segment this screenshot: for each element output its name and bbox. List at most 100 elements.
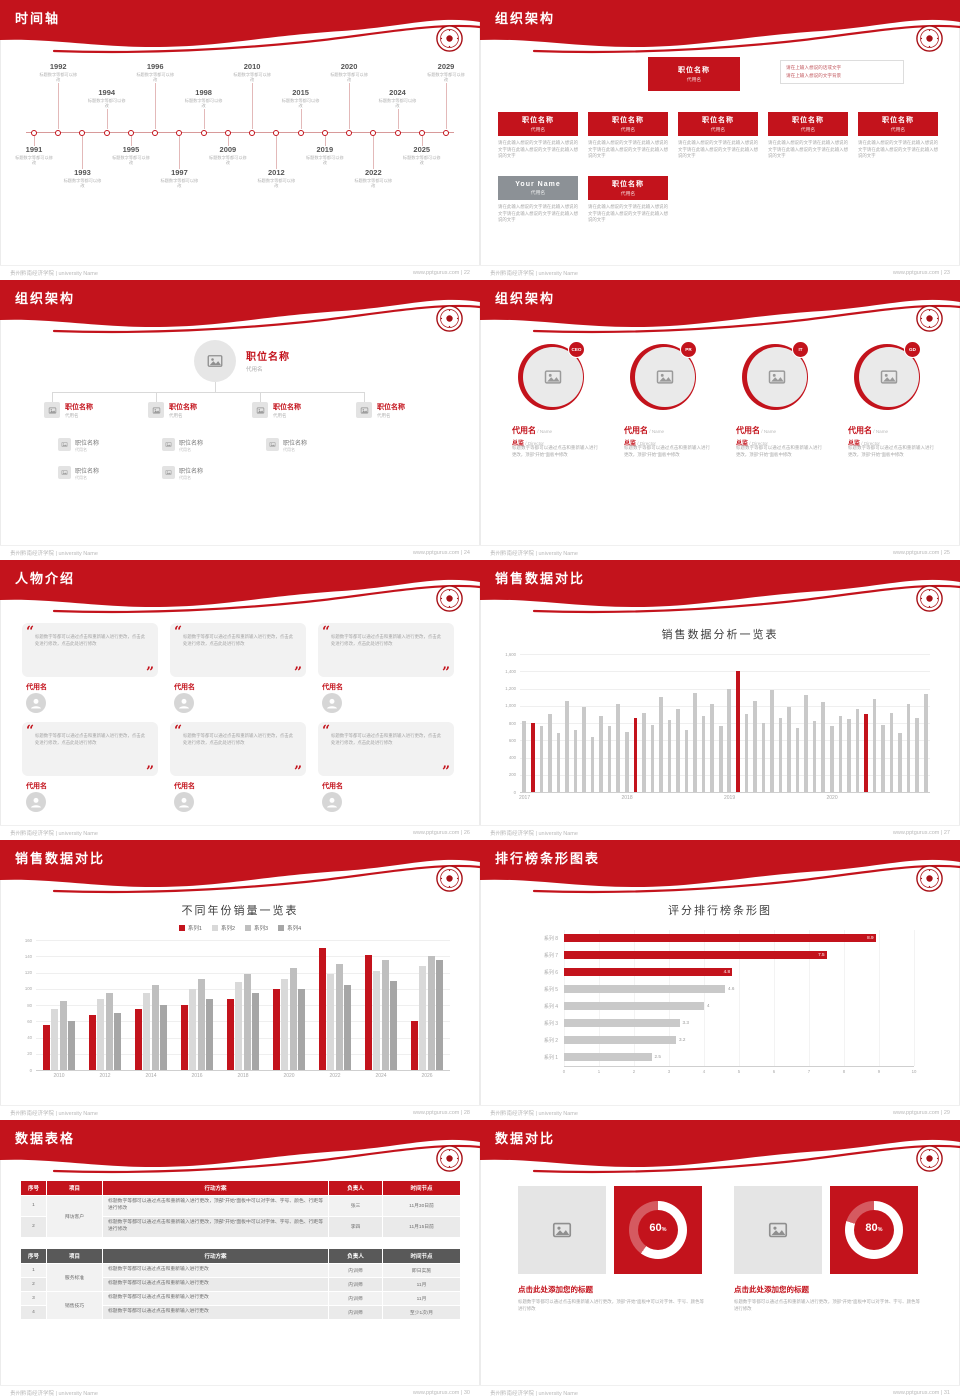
footer-school-name: 贵州黔南经济学院 | university Name — [10, 551, 98, 557]
timeline-note: 标题数字等都可以修改 — [257, 178, 296, 189]
chart-bar — [51, 1009, 59, 1070]
slide-timeline[interactable]: 时间轴 1991 标题数字等都可以修改 1992 标题数字等都可以修改 1993 标题数字… — [0, 0, 480, 280]
chart-bar — [564, 1002, 704, 1010]
org-branch-title: 职位名称 — [273, 404, 301, 411]
timeline-dot — [273, 129, 280, 136]
close-quote-icon: ” — [145, 764, 154, 780]
y-axis-label: 60 — [27, 1018, 32, 1024]
cell-no: 1 — [20, 1263, 47, 1278]
open-quote-icon: “ — [26, 624, 35, 640]
chart-bar — [373, 970, 381, 1070]
timeline-connector — [82, 136, 84, 169]
gridline — [739, 930, 740, 1066]
chart-bar — [590, 736, 595, 792]
org-sub-icon — [162, 466, 175, 479]
profile-badge: CEO — [568, 341, 585, 358]
timeline-entry: 1991 标题数字等都可以修改 — [14, 145, 54, 166]
timeline-connector — [203, 109, 205, 129]
gridline — [36, 1037, 450, 1039]
column-header: 行动方案 — [102, 1248, 329, 1264]
close-quote-icon: ” — [441, 665, 450, 681]
footer-separator: | — [459, 1110, 464, 1116]
gridline — [520, 723, 930, 724]
slide-org-chart-2[interactable]: 组织架构 职位名称 代用名 职位名称 代用名 职位名称 代用名 职位名称 代用名 职位名称 代用名… — [0, 280, 480, 560]
footer-school-name: 贵州黔南经济学院 | university Name — [490, 271, 578, 277]
org-sub-title: 职位名称 — [179, 469, 204, 475]
chart-bar — [812, 721, 817, 792]
org-box-description: 请在此输入想说的文字请在此输入想说的文字请在此输入想说的文字请在此输入想说的文字 — [498, 204, 578, 223]
timeline-connector — [252, 83, 254, 129]
cell-time: 11月 — [382, 1291, 461, 1306]
quote-text: 标题数字等都可以通过点击和重新输入进行更改，点击此处进行修改，点击此处进行修改 — [35, 733, 145, 746]
cell-project: 服务标准 — [46, 1263, 103, 1292]
profile-role-row: 总监 / Director — [848, 432, 880, 450]
slide-org-chart-1[interactable]: 组织架构 职位名称 代用名 请在上输入想说的话或文字 请在上输入想说的文字背景 职位名称… — [480, 0, 960, 280]
cell-plan: 标题数字等都可以通过点击和重新输入进行更改 — [102, 1263, 329, 1278]
org-sub-text: 职位名称 代用名 — [283, 438, 307, 453]
footer-site-page: www.pptgurus.com | 26 — [413, 830, 470, 836]
cell-project: 拜访客户 — [46, 1195, 103, 1238]
y-axis-label: 1,400 — [505, 668, 516, 674]
timeline-note: 标题数字等都可以修改 — [136, 72, 175, 83]
profile-badge: PR — [680, 341, 697, 358]
slide-sales-chart[interactable]: 销售数据对比 销售数据分析一览表 0 200 400 600 800 1,000 1,200 1… — [480, 560, 960, 840]
timeline-entry: 1998 标题数字等都可以修改 — [184, 88, 224, 109]
percent-value: 60 — [649, 1222, 662, 1234]
donut-chart: 80% — [845, 1201, 903, 1259]
slide-ranking-chart[interactable]: 排行榜条形图表 评分排行榜条形图 系列 8 8.9 系列 7 7.5 系列 6 4.8 系列 … — [480, 840, 960, 1120]
footer-site: www.pptgurus.com — [412, 270, 460, 276]
slide-people-intro[interactable]: 人物介绍 “” 标题数字等都可以通过点击和重新输入进行更改，点击此处进行修改，点击… — [0, 560, 480, 840]
slide-footer: 贵州黔南经济学院 | university Name www.pptgurus.… — [0, 825, 480, 840]
quote-text: 标题数字等都可以通过点击和重新输入进行更改，点击此处进行修改，点击此处进行修改 — [183, 634, 293, 647]
timeline-connector — [421, 136, 423, 146]
timeline-note: 标题数字等都可以修改 — [209, 155, 247, 166]
slide-data-tables[interactable]: 数据表格 序号 项目 行动方案 负责人 时间节点 1 拜访客户 标题数字等都可以通过点击和重新… — [0, 1120, 480, 1400]
timeline-note: 标题数字等都可以修改 — [112, 155, 150, 166]
org-connector-line — [156, 392, 157, 402]
x-axis-tick-label: 5 — [737, 1069, 741, 1074]
org-sub-note: 代用名 — [75, 447, 87, 452]
org-box: 职位名称 代用名 — [768, 112, 848, 136]
chart-bar — [564, 1019, 680, 1027]
cell-owner: 内训师 — [328, 1263, 383, 1278]
x-axis-label: 2018 — [237, 1073, 249, 1079]
avatar — [26, 693, 46, 713]
org-sub-text: 职位名称 代用名 — [75, 466, 99, 481]
timeline-entry: 2019 标题数字等都可以修改 — [305, 145, 345, 166]
chart-bar — [650, 724, 655, 792]
timeline-dot — [79, 129, 86, 136]
timeline-year: 2019 — [316, 145, 334, 154]
org-tree-body: 职位名称 代用名 职位名称 代用名 职位名称 代用名 职位名称 代用名 职位名称 代用名 职位名称代… — [0, 280, 480, 560]
y-axis-label: 1,200 — [505, 686, 516, 691]
table-header-row: 序号 项目 行动方案 负责人 时间节点 — [20, 1248, 461, 1264]
timeline-note: 标题数字等都可以修改 — [305, 155, 344, 166]
close-quote-icon: ” — [145, 665, 154, 681]
column-header: 项目 — [46, 1248, 103, 1264]
x-axis-label: 2020 — [826, 795, 838, 801]
slide-org-chart-3[interactable]: 组织架构 CEO 代用名 / Name 总监 / Director 标题数字等都可以通… — [480, 280, 960, 560]
position-title: 职位名称 — [612, 117, 644, 124]
chart-bar — [564, 985, 725, 993]
x-axis-tick-label: 0 — [562, 1069, 566, 1074]
slide-grouped-bar-chart[interactable]: 销售数据对比 不同年份销量一览表 系列1 系列2 系列3 系列4 0 20 40 60 80 100… — [0, 840, 480, 1120]
column-header: 序号 — [20, 1248, 47, 1264]
data-table: 序号 项目 行动方案 负责人 时间节点 1 拜访客户 标题数字等都可以通过点击和重新输入进行更… — [20, 1180, 461, 1238]
chart-bar — [736, 671, 740, 792]
x-axis-tick-label: 2 — [632, 1069, 636, 1074]
person-icon — [31, 797, 41, 808]
gridline — [564, 930, 565, 1066]
timeline-year: 2009 — [219, 145, 237, 154]
slide-data-compare[interactable]: 数据对比 60% 点击此处添加您的标题 标题数字等都可以通过点击和重新输入进行更改，… — [480, 1120, 960, 1400]
card-title: 点击此处添加您的标题 — [734, 1285, 809, 1294]
timeline-note: 标题数字等都可以修改 — [15, 155, 53, 166]
y-axis-label: 0 — [29, 1067, 32, 1073]
profile-description: 标题数字等都可以通过点击和重新输入进行更改，顶部“开始”面板中修改 — [512, 445, 598, 458]
profile-name: 代用名 — [848, 426, 872, 435]
timeline-note: 标题数字等都可以修改 — [39, 72, 78, 83]
value-label: 4.8 — [723, 969, 730, 975]
image-placeholder-icon — [61, 470, 68, 475]
gridline — [634, 930, 635, 1066]
timeline-note: 标题数字等都可以修改 — [427, 72, 465, 83]
timeline-connector — [130, 136, 132, 146]
chart-bar — [659, 697, 663, 792]
